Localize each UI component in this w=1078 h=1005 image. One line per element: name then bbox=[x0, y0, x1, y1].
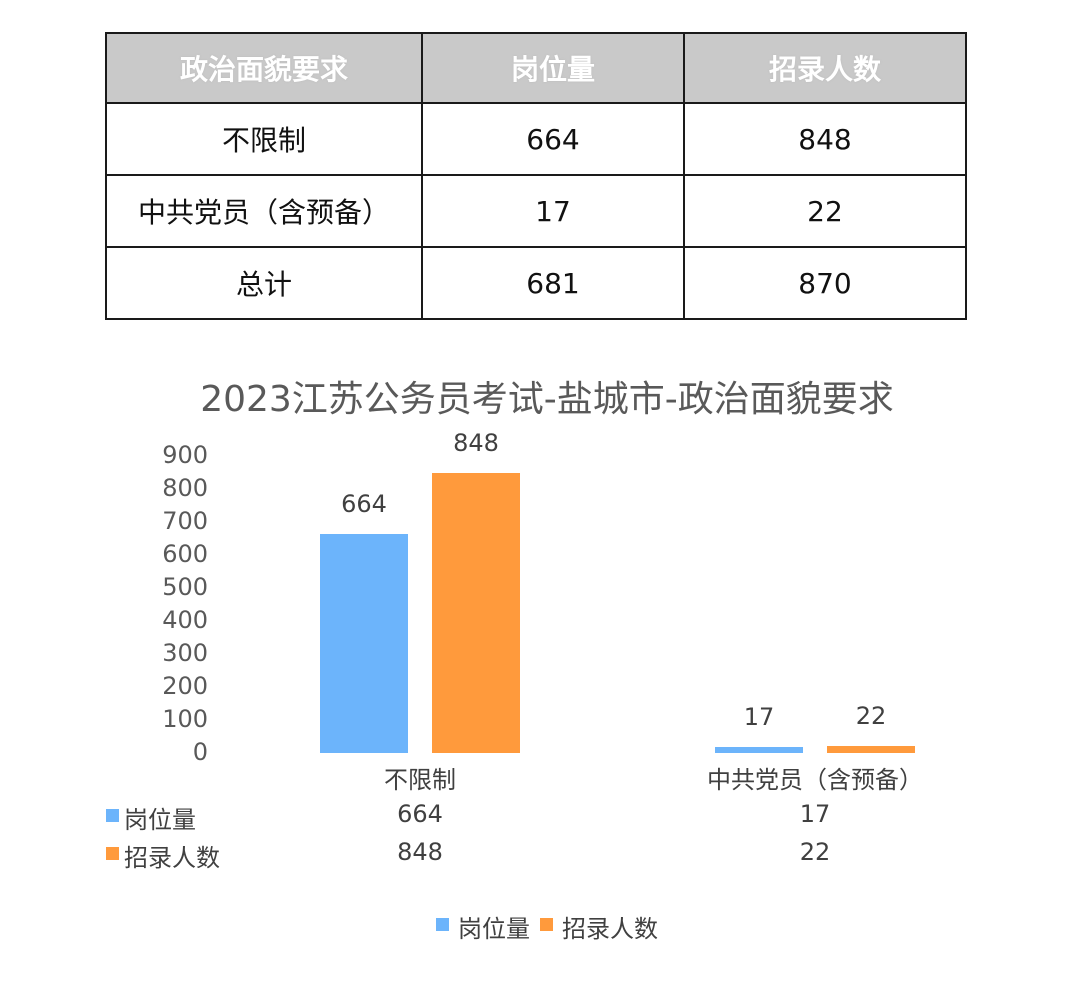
header-recruits: 招录人数 bbox=[683, 32, 967, 104]
legend-swatch bbox=[106, 847, 119, 860]
table-cell: 22 bbox=[683, 174, 967, 248]
data-label: 17 bbox=[743, 703, 775, 732]
y-tick-label: 300 bbox=[162, 639, 208, 667]
legend-label: 招录人数 bbox=[562, 915, 658, 943]
y-tick-label: 900 bbox=[162, 441, 208, 469]
table-cell: 不限制 bbox=[105, 102, 423, 176]
legend-swatch bbox=[106, 809, 119, 822]
y-tick-label: 200 bbox=[162, 672, 208, 700]
table-header-row: 政治面貌要求 岗位量 招录人数 bbox=[105, 32, 967, 104]
legend-swatch bbox=[540, 918, 553, 931]
y-tick-label: 100 bbox=[162, 705, 208, 733]
table-row: 总计 681 870 bbox=[105, 246, 967, 320]
legend-swatch bbox=[436, 918, 449, 931]
data-table-value: 848 bbox=[397, 838, 443, 866]
summary-table: 政治面貌要求 岗位量 招录人数 不限制 664 848 中共党员（含预备） 17… bbox=[105, 32, 967, 320]
data-label: 22 bbox=[855, 701, 887, 730]
table-row: 不限制 664 848 bbox=[105, 102, 967, 176]
data-label: 664 bbox=[341, 489, 387, 518]
y-tick-label: 600 bbox=[162, 540, 208, 568]
y-tick-label: 800 bbox=[162, 474, 208, 502]
data-table-value: 17 bbox=[799, 800, 831, 828]
table-cell: 664 bbox=[421, 102, 685, 176]
bar-positions bbox=[320, 533, 408, 753]
bar-positions bbox=[715, 747, 803, 753]
data-table-value: 22 bbox=[799, 838, 831, 866]
category-label: 中共党员（含预备） bbox=[707, 766, 923, 794]
table-cell: 总计 bbox=[105, 246, 423, 320]
header-political-status: 政治面貌要求 bbox=[105, 32, 423, 104]
header-positions: 岗位量 bbox=[421, 32, 685, 104]
data-label: 848 bbox=[453, 429, 499, 458]
category-label: 不限制 bbox=[384, 766, 456, 794]
data-table-series-name: 岗位量 bbox=[124, 806, 196, 834]
table-row: 中共党员（含预备） 17 22 bbox=[105, 174, 967, 248]
y-tick-label: 0 bbox=[192, 738, 208, 766]
table-cell: 681 bbox=[421, 246, 685, 320]
table-cell: 中共党员（含预备） bbox=[105, 174, 423, 248]
legend-label: 岗位量 bbox=[458, 915, 530, 943]
y-tick-label: 400 bbox=[162, 606, 208, 634]
table-cell: 848 bbox=[683, 102, 967, 176]
bar-recruits bbox=[432, 473, 520, 753]
data-table-value: 664 bbox=[397, 800, 443, 828]
data-table-series-name: 招录人数 bbox=[124, 844, 220, 872]
y-tick-label: 700 bbox=[162, 507, 208, 535]
bar-recruits bbox=[827, 745, 915, 753]
y-tick-label: 500 bbox=[162, 573, 208, 601]
table-cell: 17 bbox=[421, 174, 685, 248]
chart-title: 2023江苏公务员考试-盐城市-政治面貌要求 bbox=[200, 379, 894, 420]
table-cell: 870 bbox=[683, 246, 967, 320]
